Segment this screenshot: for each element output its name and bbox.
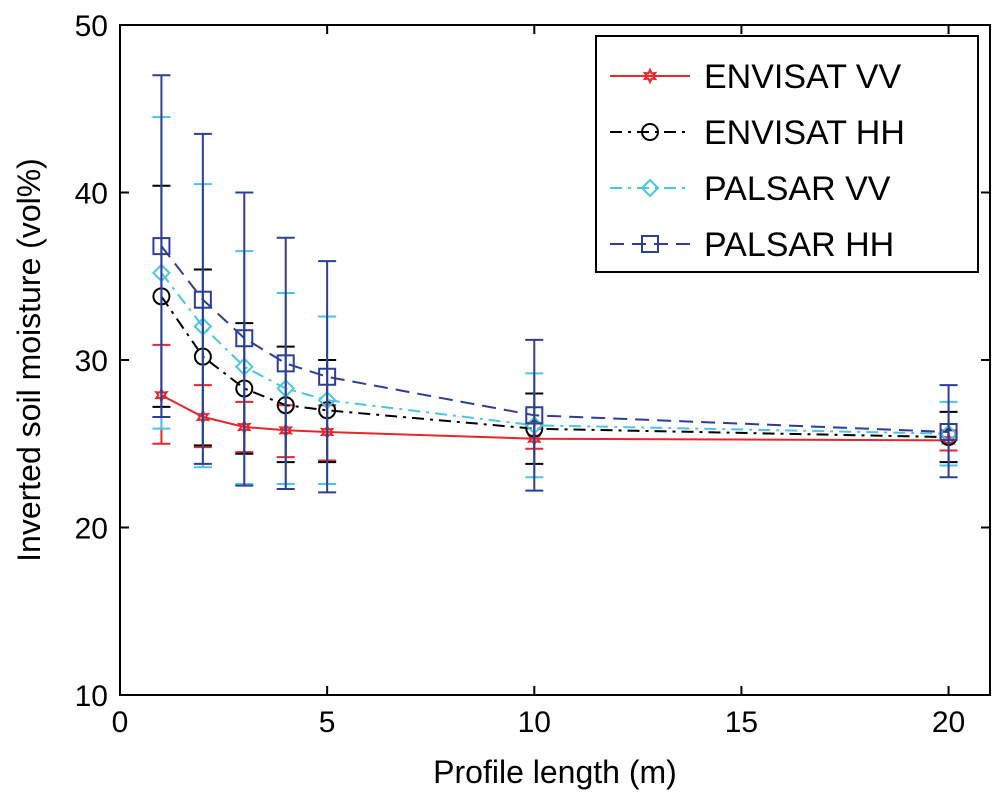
y-tick-label: 50	[75, 10, 108, 43]
y-tick-label: 40	[75, 178, 108, 211]
series-palsar-hh	[152, 74, 958, 494]
x-tick-label: 15	[725, 706, 758, 739]
data-point	[525, 406, 544, 425]
legend-marker	[641, 123, 659, 141]
series-layer	[152, 74, 958, 494]
data-point	[152, 237, 171, 256]
legend-label: ENVISAT VV	[704, 58, 901, 96]
legend-label: PALSAR HH	[704, 226, 894, 264]
data-point	[939, 423, 958, 442]
y-tick-label: 10	[75, 680, 108, 713]
y-axis-title: Inverted soil moisture (vol%)	[11, 158, 47, 562]
data-point	[276, 354, 295, 373]
legend: ENVISAT VV ENVISAT HH PALSAR VV PALSAR HH	[595, 35, 979, 273]
legend-label: ENVISAT HH	[704, 114, 905, 152]
ticks-layer: 0 5 10 15 20 10 20 30 40 50	[75, 10, 990, 739]
data-point	[235, 329, 254, 348]
data-point	[193, 290, 212, 309]
legend-label: PALSAR VV	[704, 170, 891, 208]
x-tick-label: 5	[319, 706, 336, 739]
x-tick-label: 20	[932, 706, 965, 739]
y-tick-label: 20	[75, 513, 108, 546]
data-point	[318, 367, 337, 386]
x-tick-label: 0	[112, 706, 129, 739]
legend-marker	[640, 178, 660, 198]
y-tick-label: 30	[75, 345, 108, 378]
x-tick-label: 10	[518, 706, 551, 739]
legend-marker	[641, 235, 659, 253]
x-axis-title: Profile length (m)	[433, 754, 677, 790]
series-line	[160, 245, 949, 433]
legend-marker	[642, 67, 658, 85]
